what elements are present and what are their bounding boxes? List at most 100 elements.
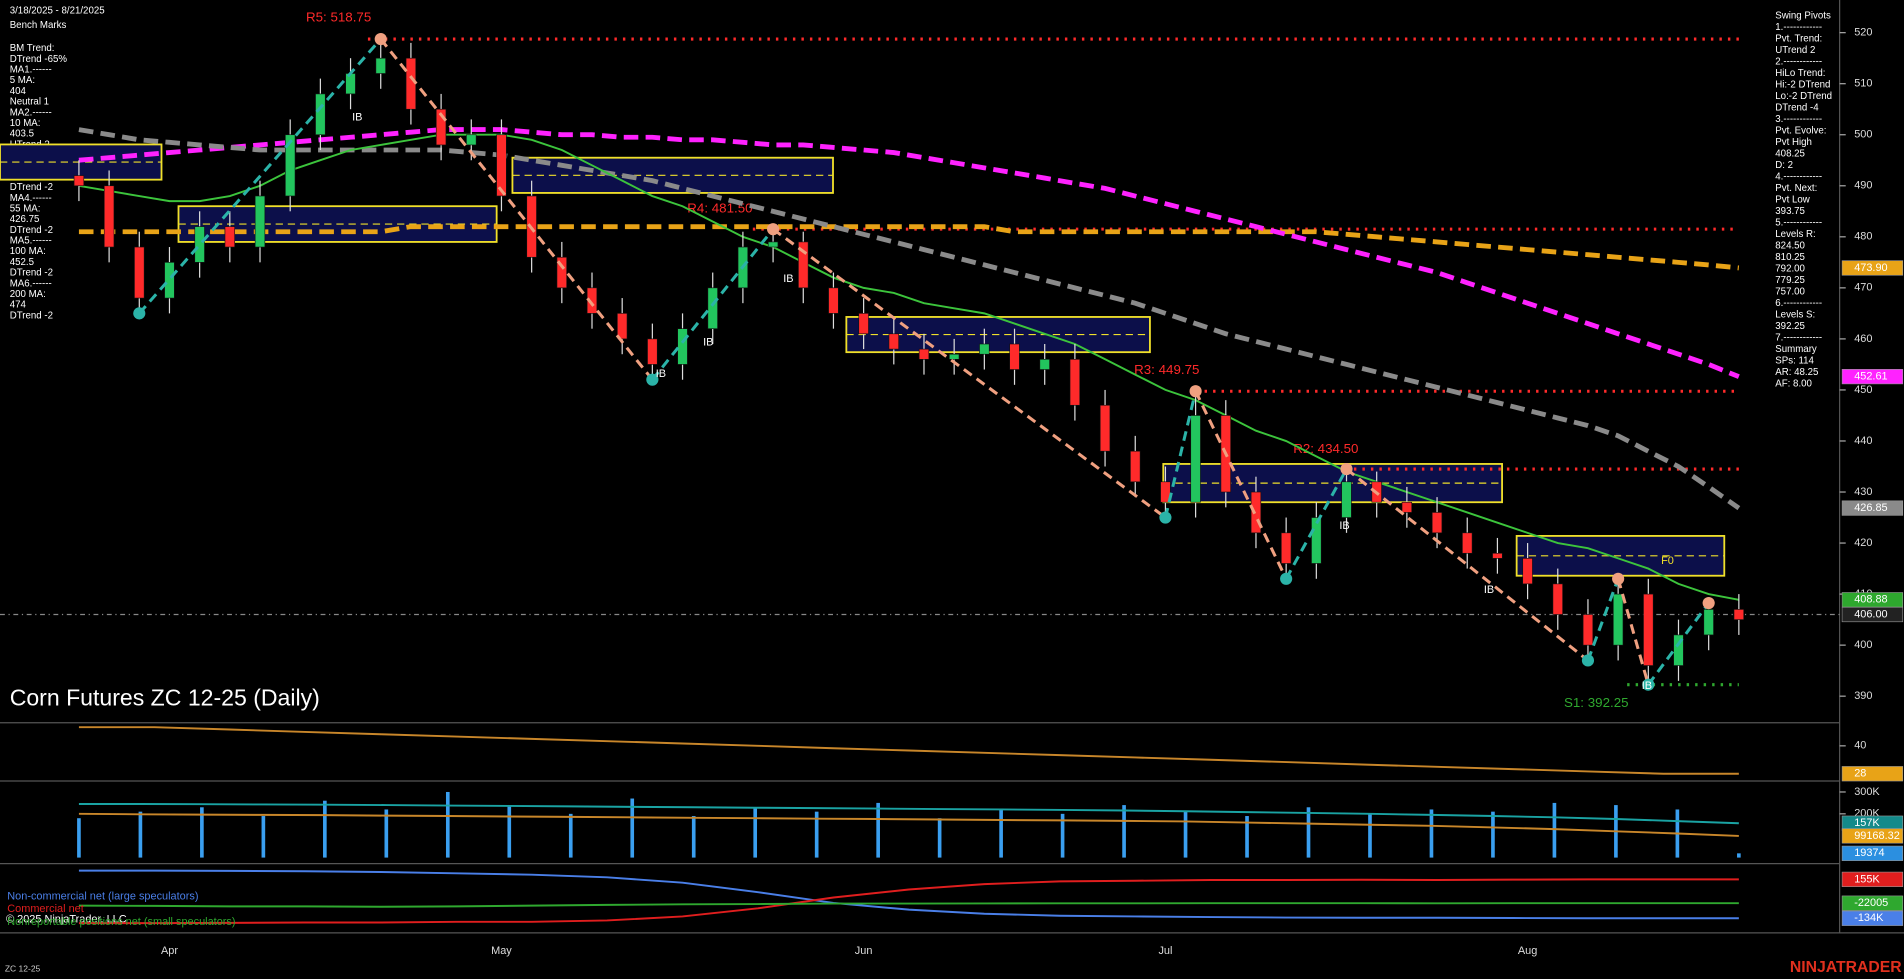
candle-body [1703,609,1714,636]
candle-body [1190,415,1201,503]
volume-bar [77,818,81,858]
swing-leg [1616,578,1650,686]
ib-label: IB [783,273,793,285]
candle-body [1099,404,1111,452]
candle-body [405,57,417,110]
candle-body [1582,614,1594,646]
benchmark-text: 100 MA: [10,246,46,257]
candle-body [1341,481,1352,518]
candle-body [1039,359,1050,370]
y-tick-label: 460 [1854,333,1872,345]
swing-pivot-text: 6.------------ [1775,298,1822,309]
price-tag-label: 157K [1854,817,1880,829]
candle-body [1130,450,1141,483]
swing-pivot-text: 1.------------ [1775,22,1822,33]
pivot-dot [133,307,146,320]
series-line [78,127,1740,379]
volume-bar [384,809,389,858]
volume-bar [1737,853,1741,858]
volume-bar [261,816,266,858]
pivot-dot [1612,572,1625,585]
swing-pivot-text: Pvt. Evolve: [1775,125,1826,136]
swing-pivot-text: 2.------------ [1775,56,1822,67]
swing-leg [651,228,775,381]
swing-pivot-text: Hi:-2 DTrend [1775,79,1830,90]
volume-bar [1491,811,1495,858]
candle-body [677,328,688,365]
pivot-dot [1280,572,1293,585]
candle-body [285,134,296,197]
price-tag-label: 426.85 [1854,502,1887,514]
swing-pivot-text: 4.------------ [1775,171,1822,182]
swing-pivot-text: 824.50 [1775,240,1805,251]
pivot-dot [374,32,387,46]
volume-bar [1368,813,1372,858]
pivot-dot [1159,511,1172,524]
volume-bar [937,818,942,858]
swing-leg [1163,390,1198,518]
swing-pivot-text: 392.25 [1775,321,1805,332]
price-tag [1841,260,1904,276]
benchmark-text: 3/18/2025 - 8/21/2025 [10,5,105,16]
swing-pivot-text: 757.00 [1775,286,1805,297]
chart-title: Corn Futures ZC 12-25 (Daily) [10,685,320,711]
y-tick-label: 300K [1854,786,1880,798]
price-tag [1841,369,1904,385]
price-tag-label: 19374 [1854,847,1884,859]
swing-pivot-text: 408.25 [1775,148,1805,159]
price-tag [1841,895,1904,911]
swing-leg [1345,467,1589,662]
volume-bar [1245,816,1249,858]
price-tag-label: 452.61 [1854,371,1887,383]
candle-body [435,108,447,146]
swing-pivot-text: Pvt High [1775,137,1812,148]
y-tick-label: 440 [1854,435,1872,447]
swing-pivot-text: AR: 48.25 [1775,367,1818,378]
price-tag-label: 99168.32 [1854,830,1900,842]
level-label: R3: 449.75 [1134,362,1199,377]
swing-pivot-text: Pvt. Next: [1775,183,1817,194]
price-tag-label: 155K [1854,873,1880,885]
candle-body [1492,552,1503,559]
candle-body [1280,532,1292,564]
candle-body [1009,343,1020,370]
candle-body [1612,593,1624,646]
y-tick-label: 430 [1854,486,1872,498]
swing-pivot-text: 5.------------ [1775,217,1822,228]
candle-body [767,241,779,248]
candle-body [617,313,628,340]
candle-body [496,134,507,197]
swing-pivot-text: DTrend -4 [1775,102,1819,113]
level-label: R5: 518.75 [306,10,371,25]
candle-body [556,256,567,289]
y-tick-label: 400 [1854,639,1872,651]
swing-leg [379,38,654,381]
pivot-dot [767,223,780,236]
price-tag-label: -22005 [1854,897,1888,909]
swing-leg [138,38,382,315]
ib-label: IB [703,336,713,348]
candle-body [345,73,356,95]
benchmark-text: DTrend -2 [10,310,53,321]
swing-leg [1586,578,1620,661]
benchmark-text: DTrend -2 [10,268,53,279]
volume-bar [568,813,573,858]
series-line [78,127,1741,511]
ib-label: IB [1642,680,1652,692]
series-line [78,902,1739,908]
price-tag-label: 473.90 [1854,262,1887,274]
series-line [78,869,1739,920]
swing-pivot-text: HiLo Trend: [1775,68,1825,79]
candle-body [1643,593,1654,666]
price-tag [1841,606,1904,623]
ib-label: IB [1484,584,1494,596]
swing-pivot-text: D: 2 [1775,160,1793,171]
pivot-dot [646,373,659,386]
pivot-dot [1340,462,1353,476]
candle-body [1069,359,1081,406]
price-tag-label: 28 [1854,768,1866,780]
benchmark-text: 426.75 [10,214,40,225]
x-tick-label: Jun [855,945,873,957]
benchmark-text: MA2.------ [10,107,52,118]
